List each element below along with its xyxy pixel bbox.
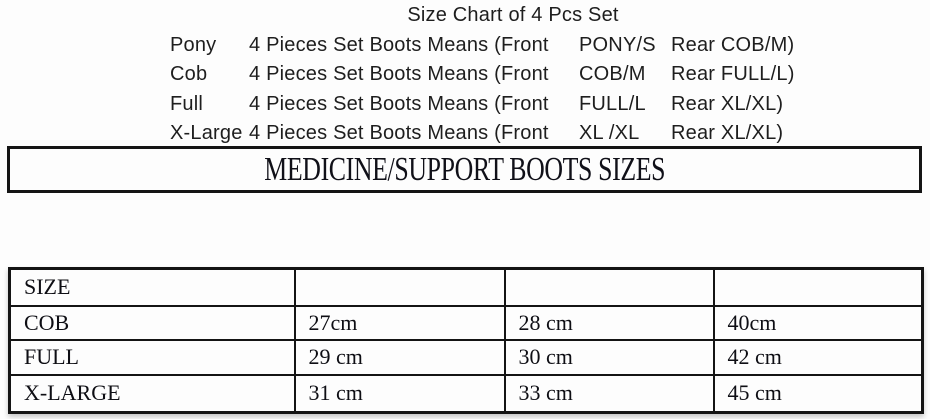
size-description: 4 Pieces Set Boots Means (Front	[249, 92, 549, 115]
size-list: Pony 4 Pieces Set Boots Means (Front PON…	[170, 31, 930, 149]
rear-size: Rear XL/XL)	[671, 122, 784, 145]
size-label: X-Large	[170, 122, 243, 145]
front-size: COB/M	[579, 63, 646, 86]
measure-cell: 45 cm	[712, 373, 924, 414]
row-label-cell: X-LARGE	[8, 373, 296, 414]
rear-size: Rear XL/XL)	[671, 92, 784, 115]
rear-size: Rear COB/M)	[671, 34, 795, 56]
row-label-cell: FULL	[8, 338, 296, 376]
table-row-full: FULL 29 cm 30 cm 42 cm	[8, 338, 924, 376]
header-cell-size: SIZE	[8, 267, 296, 307]
size-description: 4 Pieces Set Boots Means (Front	[249, 63, 549, 86]
front-size: PONY/S	[579, 34, 656, 56]
measure-cell: 29 cm	[293, 338, 506, 376]
measure-cell: 42 cm	[712, 338, 924, 376]
measure-cell: 28 cm	[503, 304, 715, 341]
front-size: FULL/L	[579, 92, 646, 115]
size-table: SIZE COB 27cm 28 cm 40cm FULL 29 cm 30 c…	[8, 267, 924, 414]
banner-title: MEDICINE/SUPPORT BOOTS SIZES	[264, 150, 665, 188]
size-list-row-xlarge: X-Large 4 Pieces Set Boots Means (Front …	[170, 119, 930, 148]
measure-cell: 27cm	[293, 304, 506, 341]
size-label: Full	[170, 92, 204, 115]
table-row-cob: COB 27cm 28 cm 40cm	[8, 304, 924, 341]
size-label: Cob	[170, 63, 208, 86]
table-header-row: SIZE	[8, 267, 924, 307]
measure-cell: 33 cm	[503, 373, 715, 414]
measure-cell: 31 cm	[293, 373, 506, 414]
rear-size: Rear FULL/L)	[671, 63, 795, 86]
size-list-row-full: Full 4 Pieces Set Boots Means (Front FUL…	[170, 90, 930, 119]
table-row-xlarge: X-LARGE 31 cm 33 cm 45 cm	[8, 373, 924, 414]
measure-cell: 30 cm	[503, 338, 715, 376]
header-cell-empty-2	[503, 267, 715, 307]
size-list-row-pony: Pony 4 Pieces Set Boots Means (Front PON…	[170, 31, 930, 60]
row-label-cell: COB	[8, 304, 296, 341]
size-label: Pony	[170, 34, 217, 56]
size-list-row-cob: Cob 4 Pieces Set Boots Means (Front COB/…	[170, 60, 930, 89]
front-size: XL /XL	[579, 122, 640, 145]
measure-cell: 40cm	[712, 304, 924, 341]
header-cell-empty-3	[712, 267, 924, 307]
section-banner: MEDICINE/SUPPORT BOOTS SIZES	[7, 146, 922, 193]
size-description: 4 Pieces Set Boots Means (Front	[249, 34, 549, 56]
page-title: Size Chart of 4 Pcs Set	[407, 4, 619, 26]
size-description: 4 Pieces Set Boots Means (Front	[249, 122, 549, 145]
header-cell-empty-1	[293, 267, 506, 307]
